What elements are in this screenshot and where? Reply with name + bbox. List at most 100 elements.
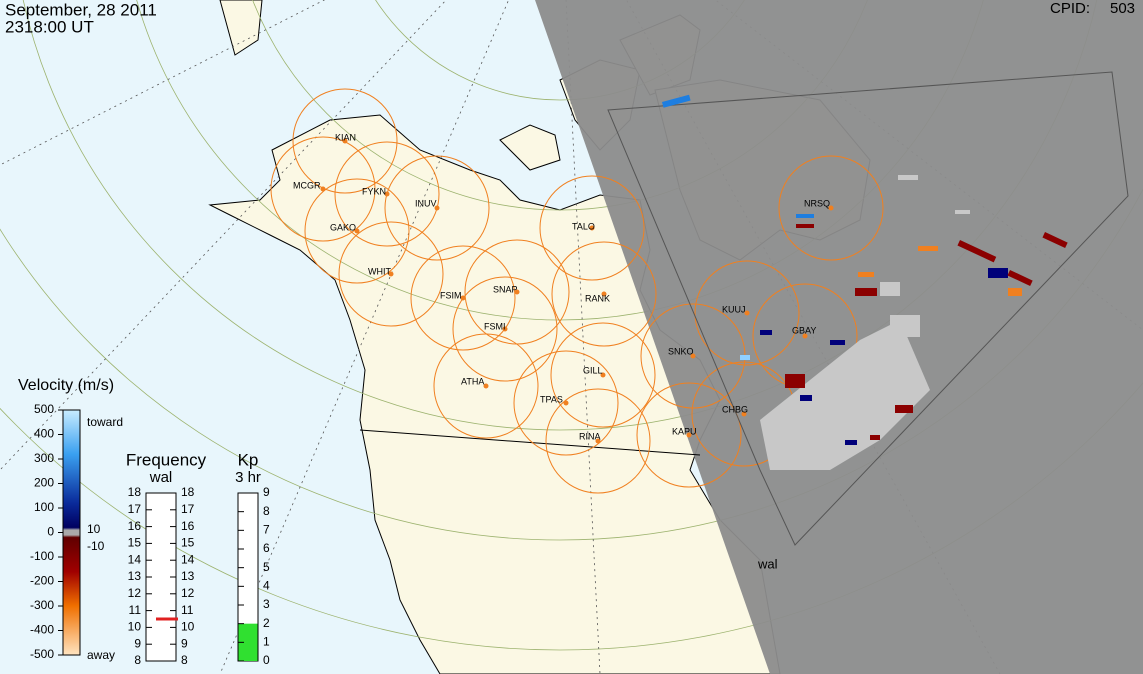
kp-tick-label: 3	[263, 597, 270, 611]
velocity-tick-label: 100	[34, 500, 54, 514]
frequency-tick-label: 11	[129, 603, 142, 617]
kp-tick-label: 1	[263, 635, 270, 649]
kp-tick-label: 9	[263, 485, 270, 499]
frequency-tick-label: 15	[128, 536, 142, 550]
kp-bar	[238, 623, 258, 661]
radar-label: wal	[757, 556, 778, 571]
station-label: KUUJ	[722, 304, 746, 314]
station-label: TALO	[572, 221, 595, 231]
frequency-tick-label: 18	[181, 485, 195, 499]
velocity-tick-label: 300	[34, 451, 54, 465]
frequency-tick-label: 16	[181, 519, 195, 533]
station-dot	[384, 191, 390, 197]
zero-band-label: -10	[87, 539, 105, 553]
frequency-tick-label: 13	[128, 569, 142, 583]
fov-circle	[384, 155, 490, 261]
frequency-tick-label: 15	[181, 536, 195, 550]
station-dot	[483, 383, 489, 389]
station-dot	[514, 289, 520, 295]
station-dot	[600, 372, 606, 378]
station-dot	[601, 291, 607, 297]
frequency-title: Frequency	[126, 450, 207, 469]
frequency-tick-label: 9	[134, 636, 141, 650]
station-dot	[690, 353, 696, 359]
zero-band-label: 10	[87, 522, 101, 536]
fov-circle	[539, 175, 645, 281]
night-shade	[535, 0, 1143, 674]
station-label: GILL	[583, 365, 603, 375]
kp-tick-label: 6	[263, 541, 270, 555]
frequency-tick-label: 10	[128, 620, 142, 634]
kp-tick-label: 4	[263, 579, 270, 593]
station-label: ATHA	[461, 376, 484, 386]
station-label: RINA	[579, 431, 601, 441]
fov-circle	[778, 155, 884, 261]
velocity-tick-label: -400	[30, 623, 54, 637]
frequency-tick-label: 18	[128, 485, 142, 499]
frequency-tick-label: 8	[134, 653, 141, 667]
cpid: 503	[1110, 0, 1135, 17]
fov-circle	[410, 245, 516, 351]
stations: KIAN MCGR FYKN INUV GAKO WHIT FSIM SNAP FSMI RANK…	[293, 132, 834, 444]
station-label: GAKO	[330, 222, 356, 232]
kp-tick-label: 0	[263, 653, 270, 667]
frequency-tick-label: 14	[128, 552, 142, 566]
station-label: SNKO	[668, 346, 694, 356]
station-label: FSMI	[484, 321, 506, 331]
velocity-colorbar	[62, 409, 81, 656]
kp-tick-label: 8	[263, 504, 270, 518]
velocity-tick-label: 400	[34, 427, 54, 441]
fov-circle	[551, 241, 657, 347]
time: 2318:00 UT	[5, 17, 94, 36]
frequency-tick-label: 16	[128, 519, 142, 533]
fov-circle	[513, 350, 619, 456]
fov-circle	[545, 388, 651, 494]
station-dot	[589, 225, 595, 231]
station-label: CHBG	[722, 404, 748, 414]
station-dot	[320, 186, 326, 192]
frequency-tick-label: 10	[181, 620, 195, 634]
station-dot	[354, 228, 360, 234]
station-label: GBAY	[792, 325, 816, 335]
fov-circles	[270, 88, 884, 494]
velocity-tick-label: -500	[30, 647, 54, 661]
velocity-tick-label: 500	[34, 402, 54, 416]
station-dot	[595, 438, 601, 444]
station-label: FSIM	[440, 290, 462, 300]
frequency-tick-label: 14	[181, 552, 195, 566]
fov-circle	[338, 221, 444, 327]
frequency-tick-label: 17	[128, 502, 142, 516]
station-dot	[563, 400, 569, 406]
frequency-tick-label: 9	[181, 636, 188, 650]
scatter-patches	[760, 175, 970, 470]
station-dot	[686, 432, 692, 438]
frequency-tick-label: 12	[128, 586, 142, 600]
fov-circle	[304, 178, 410, 284]
station-label: INUV	[415, 198, 437, 208]
station-dot	[502, 326, 508, 332]
frequency-tick-label: 17	[181, 502, 195, 516]
kp-title: Kp	[238, 450, 259, 469]
cpid-label: CPID:	[1050, 0, 1090, 17]
station-dot	[388, 271, 394, 277]
away-label: away	[87, 648, 115, 662]
velocity-title: Velocity (m/s)	[18, 377, 114, 394]
velocity-tick-label: -300	[30, 598, 54, 612]
kp-tick-label: 5	[263, 560, 270, 574]
fov-circle	[452, 276, 558, 382]
station-label: WHIT	[368, 266, 391, 276]
station-dot	[342, 138, 348, 144]
fov-circle	[636, 382, 742, 488]
station-dot	[802, 333, 808, 339]
frequency-radar: wal	[149, 469, 173, 486]
toward-label: toward	[87, 415, 123, 429]
station-dot	[828, 205, 834, 211]
station-label: MCGR	[293, 180, 321, 190]
date: September, 28 2011	[5, 0, 157, 19]
fov-circle	[292, 88, 398, 194]
station-label: TPAS	[540, 394, 563, 404]
fov-circle	[433, 333, 539, 439]
frequency-tick-label: 13	[181, 569, 195, 583]
station-dot	[741, 411, 747, 417]
